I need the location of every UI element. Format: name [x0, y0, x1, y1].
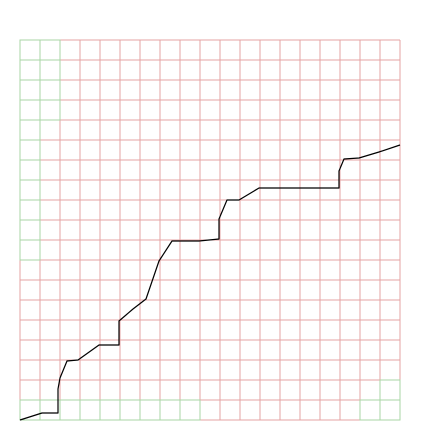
grid-cell-green — [379, 379, 401, 401]
grid-cell-green — [179, 399, 201, 421]
series-line — [19, 144, 401, 421]
grid-cell-green — [359, 399, 381, 421]
series-layer — [19, 144, 401, 421]
grid-cell-green — [39, 39, 61, 61]
